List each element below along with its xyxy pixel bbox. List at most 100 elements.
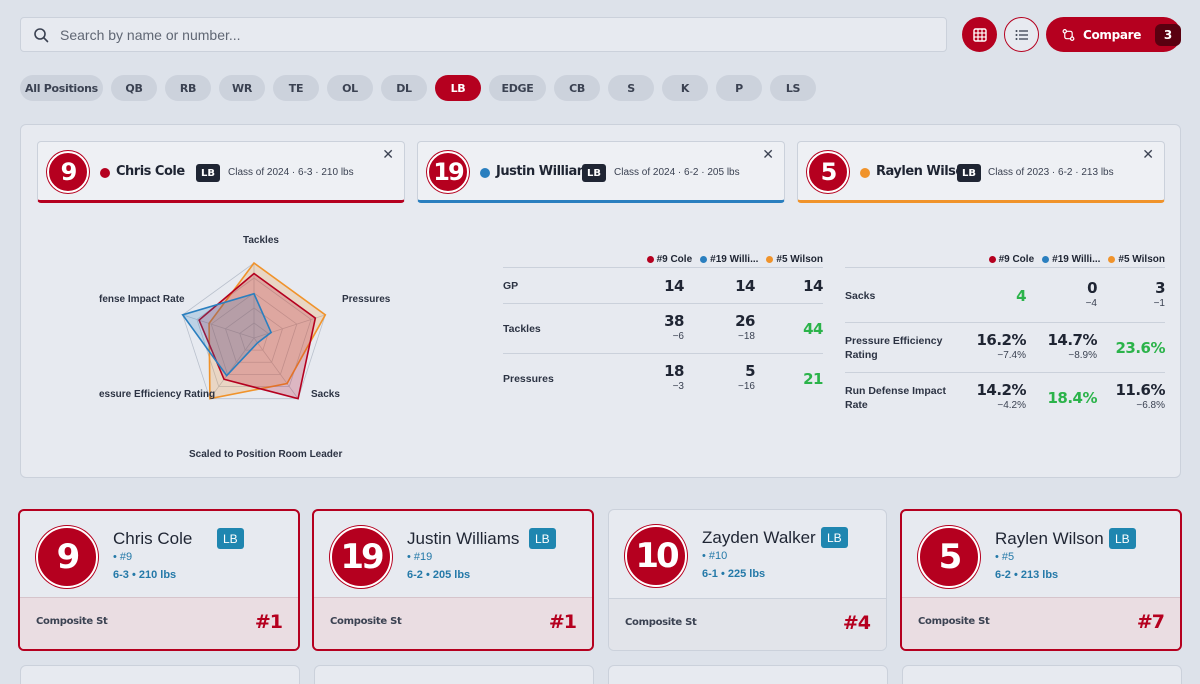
position-badge: LB — [582, 164, 606, 182]
stat-value: 44 — [803, 320, 823, 338]
close-icon[interactable]: ✕ — [382, 146, 394, 162]
compare-player-name: Chris Cole — [116, 164, 185, 179]
legend-item: #9 Cole — [646, 254, 693, 265]
stat-label: GP — [503, 280, 519, 292]
radar-label-pressure-efficiency: essure Efficiency Rating — [99, 389, 216, 400]
position-chip-edge[interactable]: EDGE — [489, 75, 546, 101]
compare-count-badge: 3 — [1155, 23, 1181, 46]
player-card-row2[interactable] — [314, 665, 594, 684]
radar-caption: Scaled to Position Room Leader — [189, 449, 343, 460]
jersey-number-badge: 5 — [807, 151, 849, 193]
radar-axis-line — [209, 337, 255, 399]
player-card[interactable]: 19 Justin Williams LB • #19 6-2 • 205 lb… — [312, 509, 594, 651]
position-chip-qb[interactable]: QB — [111, 75, 157, 101]
radar-grid-ring — [239, 322, 269, 351]
player-name: Chris Cole — [113, 529, 193, 548]
legend-label: #19 Willi... — [1052, 254, 1101, 265]
position-chip-ol[interactable]: OL — [327, 75, 373, 101]
jersey-number-badge: 5 — [918, 526, 980, 588]
rank-value: #7 — [1136, 611, 1165, 633]
close-icon[interactable]: ✕ — [1142, 146, 1154, 162]
position-chip-dl[interactable]: DL — [381, 75, 427, 101]
stat-value: 26 −18 — [735, 312, 755, 342]
card-footer: Composite St #7 — [902, 597, 1180, 649]
card-footer: Composite St #1 — [20, 597, 298, 649]
stat-value: 14 — [735, 277, 755, 295]
player-card[interactable]: 9 Chris Cole LB • #9 6-3 • 210 lbs Compo… — [18, 509, 300, 651]
stat-label: Tackles — [503, 323, 541, 335]
composite-label: Composite St — [625, 617, 697, 628]
player-card-row2[interactable] — [608, 665, 888, 684]
stat-value: 23.6% — [1115, 339, 1165, 357]
radar-chart — [181, 261, 327, 400]
comparison-panel: 9 Chris Cole LB Class of 2024 · 6-3 · 21… — [20, 124, 1181, 478]
compare-player-card: 19 Justin Williams LB Class of 2024 · 6-… — [417, 141, 785, 203]
position-chip-p[interactable]: P — [716, 75, 762, 101]
stats-table-right: #9 Cole #19 Willi... #5 Wilson Sacks 4 0 −4… — [845, 254, 1166, 464]
composite-label: Composite St — [330, 616, 402, 627]
position-chip-cb[interactable]: CB — [554, 75, 600, 101]
search-icon — [34, 27, 49, 42]
rank-value: #4 — [842, 612, 871, 634]
list-view-button[interactable] — [1004, 17, 1039, 52]
stat-value: 14.7% −8.9% — [1047, 331, 1097, 361]
player-jersey: • #9 — [113, 551, 133, 563]
stat-value: 21 — [803, 370, 823, 388]
card-footer: Composite St #4 — [609, 598, 886, 650]
legend-label: #9 Cole — [656, 254, 693, 265]
stat-value: 18 −3 — [664, 362, 684, 392]
radar-grid-ring — [224, 307, 284, 363]
stat-label: Pressures — [503, 373, 554, 385]
stat-value: 0 −4 — [1085, 278, 1098, 309]
stat-value: 5 −16 — [738, 362, 755, 392]
compare-label: Compare — [1082, 27, 1142, 42]
player-name: Justin Williams — [407, 529, 520, 548]
player-jersey: • #19 — [407, 551, 433, 563]
compare-player-card: 9 Chris Cole LB Class of 2024 · 6-3 · 21… — [37, 141, 405, 203]
compare-button[interactable]: Compare 3 — [1046, 17, 1181, 52]
stat-value: 4 — [1016, 286, 1026, 305]
player-card-row2[interactable] — [20, 665, 300, 684]
stat-row: GP 14 14 14 — [503, 267, 824, 303]
compare-player-meta: Class of 2024 · 6-3 · 210 lbs — [228, 167, 354, 178]
search-input[interactable] — [60, 26, 860, 43]
legend-label: #5 Wilson — [776, 254, 823, 265]
position-chip-wr[interactable]: WR — [219, 75, 265, 101]
player-height-weight: 6-1 • 225 lbs — [702, 568, 766, 580]
compare-player-name: Justin Williams — [496, 164, 598, 179]
position-chip-ls[interactable]: LS — [770, 75, 816, 101]
stat-value: 16.2% −7.4% — [976, 331, 1026, 361]
legend-label: #9 Cole — [998, 254, 1035, 265]
position-badge: LB — [1109, 528, 1136, 549]
player-card-row2[interactable] — [902, 665, 1182, 684]
position-filter: All Positions QB RB WR TE OL DL LB EDGE CB S K P LS — [20, 75, 816, 101]
position-chip-te[interactable]: TE — [273, 75, 319, 101]
stat-row: Tackles 38 −6 26 −18 44 — [503, 303, 824, 353]
position-chip-k[interactable]: K — [662, 75, 708, 101]
player-card[interactable]: 10 Zayden Walker LB • #10 6-1 • 225 lbs … — [608, 509, 887, 651]
position-chip-rb[interactable]: RB — [165, 75, 211, 101]
player-jersey: • #10 — [702, 550, 728, 562]
search-box[interactable] — [20, 17, 947, 52]
series-color-dot — [860, 168, 870, 178]
list-icon — [1015, 29, 1028, 40]
radar-grid-ring — [210, 292, 298, 375]
stat-row: Pressure Efficiency Rating 16.2% −7.4% 14… — [845, 322, 1166, 372]
series-color-dot — [480, 168, 490, 178]
rank-value: #1 — [254, 611, 283, 633]
player-name: Zayden Walker — [702, 528, 816, 547]
position-chip-lb[interactable]: LB — [435, 75, 481, 101]
radar-axis-line — [182, 314, 255, 339]
position-chip-all-positions[interactable]: All Positions — [20, 75, 103, 101]
radar-series-2 — [181, 292, 273, 377]
jersey-number-badge: 19 — [427, 151, 469, 193]
compare-icon — [1062, 28, 1075, 41]
close-icon[interactable]: ✕ — [762, 146, 774, 162]
player-card[interactable]: 5 Raylen Wilson LB • #5 6-2 • 213 lbs Co… — [900, 509, 1182, 651]
grid-view-button[interactable] — [962, 17, 997, 52]
jersey-number-badge: 9 — [36, 526, 98, 588]
stat-label: Pressure Efficiency Rating — [845, 335, 943, 361]
stat-value: 14 — [664, 277, 684, 295]
jersey-number-badge: 9 — [47, 151, 89, 193]
position-chip-s[interactable]: S — [608, 75, 654, 101]
